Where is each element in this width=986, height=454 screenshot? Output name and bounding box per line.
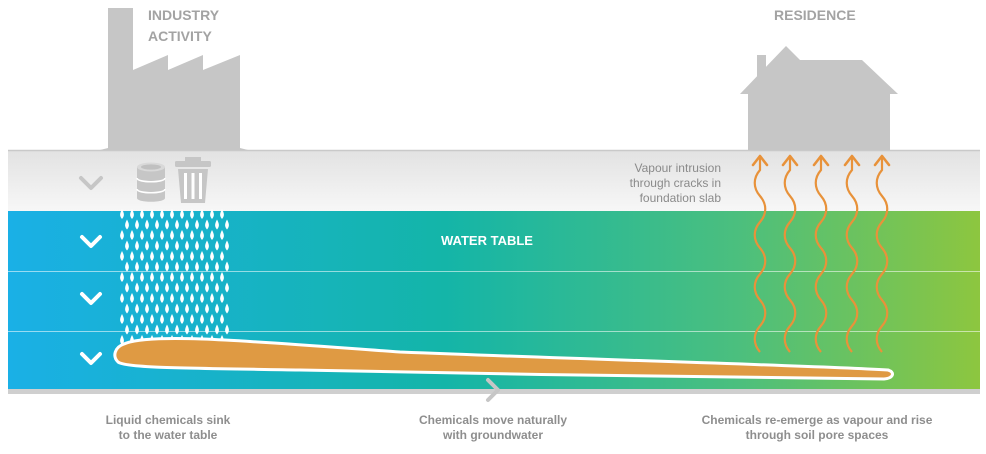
industry-label-line2: ACTIVITY <box>148 28 212 44</box>
industry-label-line1: INDUSTRY <box>148 7 220 23</box>
chevron-down-icon-surface <box>79 176 103 190</box>
caption-move: Chemicals move naturally with groundwate… <box>388 413 598 443</box>
residence-label: RESIDENCE <box>774 7 856 23</box>
chevron-right-icon <box>486 378 500 402</box>
contaminant-plume <box>113 337 894 381</box>
caption-move-line1: Chemicals move naturally <box>418 413 568 427</box>
caption-sink-line2: to the water table <box>118 428 218 442</box>
barrel-icon <box>136 162 166 202</box>
house-icon <box>740 46 898 150</box>
water-table-label: WATER TABLE <box>441 233 533 248</box>
vapour-label-line2: through cracks in <box>629 176 721 190</box>
vapour-label-line1: Vapour intrusion <box>634 161 722 175</box>
caption-sink-line1: Liquid chemicals sink <box>105 413 231 427</box>
factory-icon <box>100 8 248 150</box>
industry-label: INDUSTRY ACTIVITY <box>148 5 219 47</box>
caption-move-line2: with groundwater <box>443 428 543 442</box>
caption-reemerge-line1: Chemicals re-emerge as vapour and rise <box>701 413 933 427</box>
vapour-label-line3: foundation slab <box>639 191 721 205</box>
trash-can-icon <box>175 157 211 203</box>
caption-reemerge-line2: through soil pore spaces <box>745 428 889 442</box>
caption-reemerge: Chemicals re-emerge as vapour and rise t… <box>672 413 962 443</box>
caption-sink: Liquid chemicals sink to the water table <box>78 413 258 443</box>
vapour-intrusion-label: Vapour intrusion through cracks in found… <box>630 161 721 206</box>
